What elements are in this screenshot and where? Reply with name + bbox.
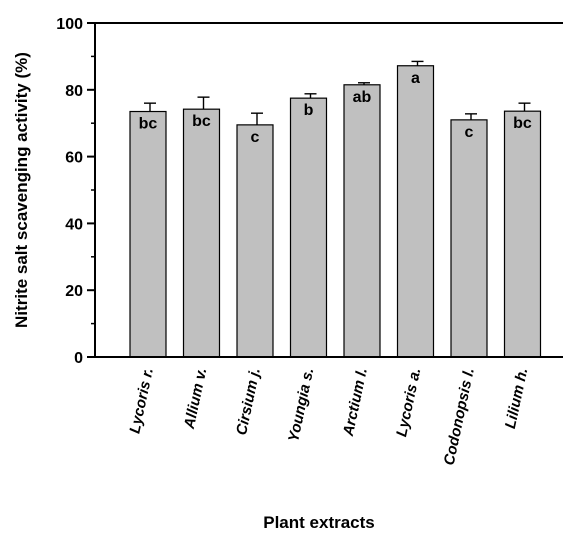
bar <box>396 65 435 358</box>
significance-label: b <box>304 102 314 119</box>
x-category-label: Arctium l. <box>340 366 371 438</box>
significance-labels-layer: bc bc c b ab a c bc <box>139 70 532 146</box>
bar <box>182 108 221 358</box>
significance-label: c <box>251 129 260 146</box>
y-tick-label: 100 <box>56 16 83 33</box>
bar <box>503 110 542 358</box>
y-tick-label: 0 <box>74 350 83 367</box>
bars-layer <box>129 65 542 358</box>
y-tick-label: 60 <box>65 150 83 167</box>
bar <box>236 124 274 358</box>
x-category-label: Codonopsis l. <box>441 366 478 467</box>
y-tick-label: 20 <box>65 283 83 300</box>
y-ticks-layer: 0 20 40 60 80 100 <box>56 16 95 367</box>
x-axis-title: Plant extracts <box>263 513 375 532</box>
significance-label: c <box>465 124 474 141</box>
error-bars-layer <box>144 60 531 125</box>
bar <box>450 119 488 358</box>
significance-label: a <box>411 70 420 87</box>
significance-label: ab <box>353 89 372 106</box>
x-category-label: Lycoris a. <box>393 366 424 438</box>
significance-label: bc <box>192 113 211 130</box>
y-tick-label: 80 <box>65 83 83 100</box>
x-categories-layer: Lycoris r. Allium v. Cirsium j. Youngia s. A… <box>126 366 531 467</box>
x-category-label: Youngia s. <box>285 366 317 443</box>
y-tick-label: 40 <box>65 216 83 233</box>
bar <box>343 84 381 358</box>
significance-label: bc <box>139 116 158 133</box>
x-category-label: Lilium h. <box>502 366 531 430</box>
bar <box>289 97 328 358</box>
bar <box>129 110 167 358</box>
x-category-label: Lycoris r. <box>126 366 156 435</box>
x-category-label: Allium v. <box>181 366 211 431</box>
y-axis-title: Nitrite salt scavenging activity (%) <box>12 52 31 328</box>
x-category-label: Cirsium j. <box>233 366 264 436</box>
significance-label: bc <box>513 115 532 132</box>
